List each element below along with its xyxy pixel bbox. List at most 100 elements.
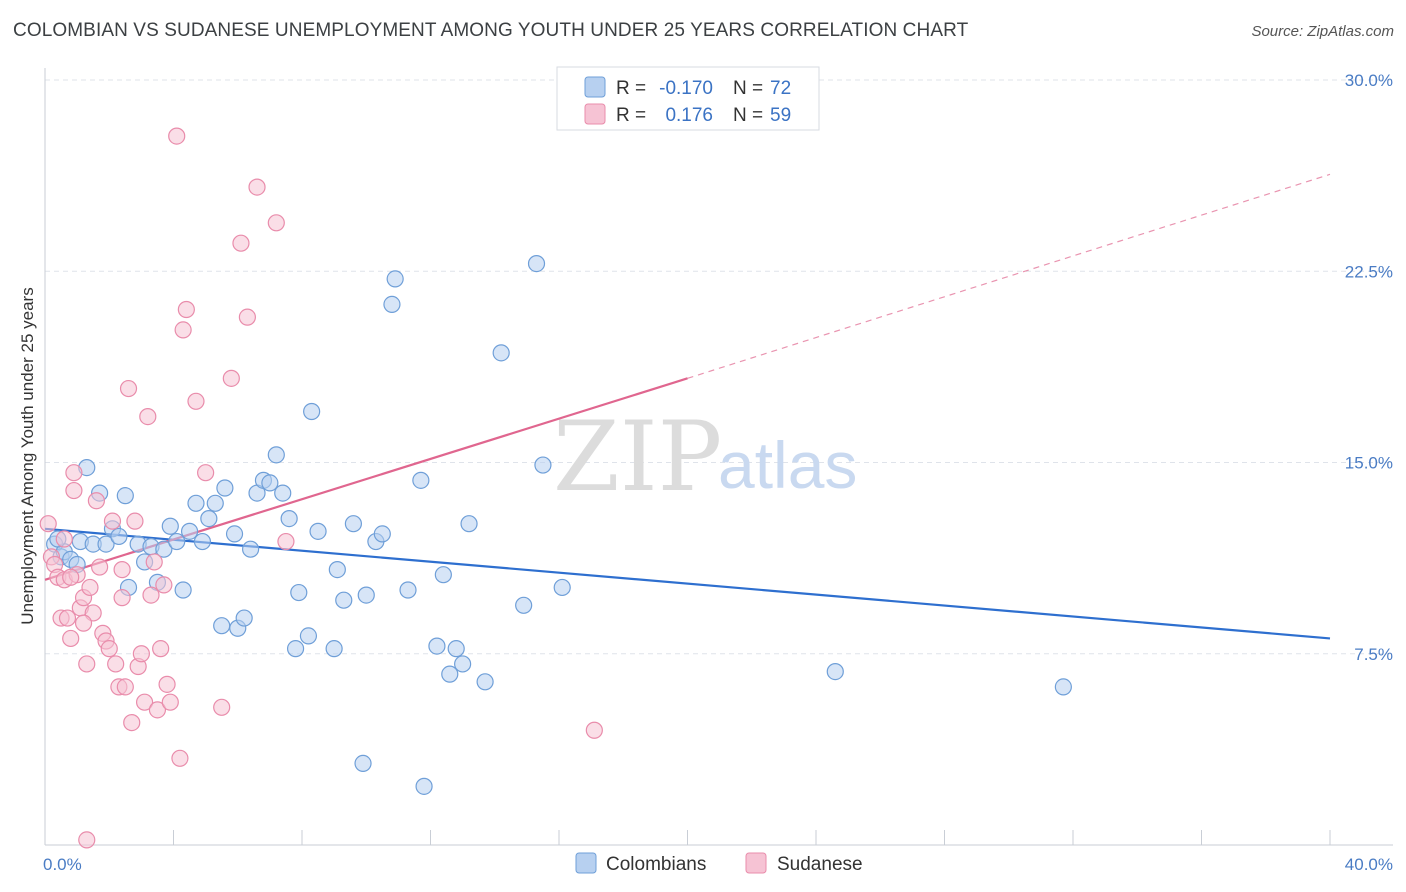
sudanese-point-49 (232, 234, 250, 252)
colombian-point-27 (213, 617, 231, 635)
sudanese-point-53 (277, 532, 295, 551)
colombian-point-53 (386, 270, 404, 288)
watermark-zip: ZIP (553, 401, 722, 513)
colombian-point-52 (383, 295, 401, 313)
bottom-legend-sudanese: Sudanese (777, 854, 863, 875)
sudanese-point-31 (132, 645, 150, 663)
colombian-point-12 (116, 487, 134, 505)
sudanese-point-34 (142, 586, 160, 604)
sudanese-point-6 (58, 609, 77, 627)
x-tick-label-min: 0.0% (43, 855, 82, 874)
sudanese-point-50 (238, 308, 256, 326)
colombian-point-29 (225, 525, 244, 543)
sudanese-point-33 (139, 408, 157, 426)
sudanese-point-27 (119, 379, 138, 398)
sudanese-point-40 (161, 693, 179, 711)
colombian-point-24 (193, 532, 212, 551)
sudanese-point-12 (78, 655, 96, 673)
colombian-point-25 (200, 509, 218, 528)
sudanese-point-39 (158, 675, 176, 693)
chart-source: Source: ZipAtlas.com (1251, 23, 1394, 40)
colombian-point-26 (206, 494, 224, 512)
legend-swatch-colombians (584, 76, 606, 98)
sudanese-point-26 (116, 678, 134, 696)
colombian-point-39 (286, 640, 305, 658)
sudanese-point-45 (187, 392, 205, 410)
sudanese-point-29 (126, 512, 144, 530)
sudanese-point-14 (81, 578, 99, 597)
colombian-point-22 (180, 522, 199, 540)
colombian-point-67 (534, 456, 552, 474)
colombian-point-65 (515, 596, 533, 614)
colombian-point-69 (826, 662, 844, 681)
legend-r-label-sudanese: R = (616, 105, 646, 126)
colombian-point-66 (527, 255, 546, 273)
grid (45, 79, 1393, 655)
colombian-point-19 (161, 517, 179, 535)
legend-n-label-colombians: N = (733, 78, 763, 99)
sudanese-point-44 (177, 300, 195, 319)
sudanese-point-32 (135, 693, 154, 711)
x-tick-label-max: 40.0% (1345, 855, 1393, 874)
y-tick-label-2: 22.5% (1345, 262, 1393, 281)
colombian-point-68 (553, 578, 571, 597)
colombian-point-32 (242, 540, 260, 558)
colombian-point-64 (492, 344, 510, 362)
sudanese-point-41 (168, 127, 186, 145)
sudanese-point-54 (585, 721, 603, 739)
colombian-point-9 (97, 535, 115, 553)
colombian-point-45 (328, 560, 346, 579)
colombian-point-23 (187, 494, 205, 512)
x-tick-labels: 0.0% 40.0% (43, 855, 1393, 874)
colombian-point-56 (415, 777, 433, 795)
legend-n-colombians: 72 (770, 78, 791, 99)
bottom-legend-swatch-colombians (575, 852, 597, 874)
colombian-point-61 (454, 655, 472, 673)
sudanese-point-25 (113, 589, 131, 607)
colombian-point-20 (168, 532, 186, 551)
colombian-point-47 (344, 515, 362, 533)
sudanese-point-7 (62, 629, 80, 648)
y-tick-label-0: 7.5% (1354, 645, 1393, 664)
sudanese-point-47 (213, 698, 231, 716)
colombian-point-59 (441, 665, 459, 683)
legend-n-sudanese: 59 (770, 105, 791, 126)
sudanese-point-22 (107, 655, 125, 673)
colombian-point-48 (354, 754, 372, 773)
y-axis-title: Unemployment Among Youth under 25 years (18, 287, 37, 624)
watermark: ZIP atlas (553, 401, 857, 513)
sudanese-point-56 (74, 614, 93, 632)
sudanese-point-46 (197, 464, 215, 482)
colombian-point-43 (309, 522, 327, 540)
legend-swatch-sudanese (584, 103, 606, 125)
axes (44, 68, 1393, 846)
colombian-point-38 (280, 509, 298, 528)
colombian-point-60 (447, 640, 465, 658)
colombian-point-41 (299, 627, 318, 645)
colombian-point-46 (335, 591, 353, 609)
chart-title: COLOMBIAN VS SUDANESE UNEMPLOYMENT AMONG… (13, 20, 969, 41)
sudanese-trend-extension (687, 173, 1331, 379)
colombian-point-18 (155, 540, 173, 558)
sudanese-point-36 (148, 701, 167, 719)
sudanese-point-24 (113, 560, 131, 579)
sudanese-point-58 (55, 530, 73, 548)
colombian-point-11 (110, 527, 128, 546)
sudanese-point-35 (145, 553, 163, 571)
sudanese-point-37 (152, 640, 170, 658)
sudanese-point-28 (123, 713, 141, 732)
sudanese-point-55 (65, 481, 83, 500)
colombian-point-62 (460, 515, 478, 533)
bottom-legend-colombians: Colombians (606, 854, 706, 875)
colombian-point-44 (325, 640, 343, 658)
sudanese-point-0 (39, 515, 57, 533)
colombian-point-49 (357, 586, 375, 604)
sudanese-point-48 (222, 369, 240, 387)
colombian-point-63 (476, 673, 494, 691)
colombian-point-28 (216, 479, 234, 497)
sudanese-point-13 (78, 831, 96, 849)
sudanese-point-20 (100, 640, 118, 658)
legend-n-label-sudanese: N = (733, 105, 763, 126)
colombians-trend-line (44, 527, 1331, 640)
